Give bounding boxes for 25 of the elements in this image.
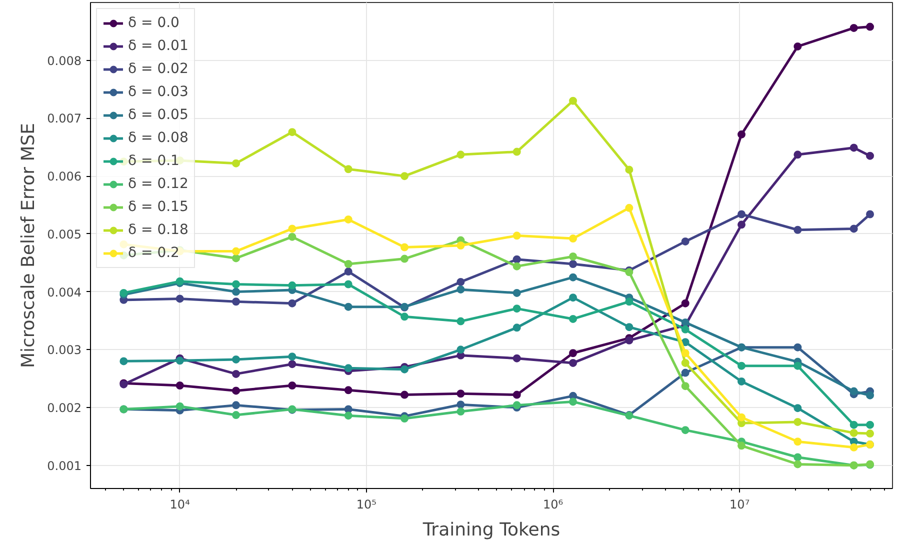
legend-label: δ = 0.02 (128, 61, 188, 77)
y-tick-label: 0.007 (47, 112, 82, 126)
legend-label: δ = 0.03 (128, 84, 188, 100)
legend-label: δ = 0.2 (128, 245, 180, 261)
legend-label: δ = 0.18 (128, 222, 188, 238)
y-tick-label: 0.008 (47, 54, 82, 68)
y-axis-title: Microscale Belief Error MSE (18, 122, 40, 368)
legend-label: δ = 0.08 (128, 130, 188, 146)
x-tick-label: 10⁷ (730, 498, 750, 512)
legend-label: δ = 0.0 (128, 15, 180, 31)
y-tick-label: 0.006 (47, 170, 82, 184)
x-tick-label: 10⁶ (542, 498, 564, 512)
y-tick-label: 0.001 (47, 458, 82, 473)
legend-label: δ = 0.15 (128, 199, 188, 215)
y-tick-label: 0.003 (47, 343, 82, 358)
y-tick-label: 0.004 (47, 285, 82, 300)
y-tick-label: 0.002 (47, 401, 82, 415)
legend-label: δ = 0.12 (128, 176, 188, 192)
legend-label: δ = 0.05 (128, 107, 188, 123)
y-tick-label: 0.005 (47, 227, 82, 242)
legend-label: δ = 0.01 (128, 38, 188, 54)
x-tick-label: 10⁴ (170, 498, 190, 512)
legend-label: δ = 0.1 (128, 153, 180, 169)
x-tick-label: 10⁵ (356, 498, 377, 512)
x-axis-title: Training Tokens (422, 520, 560, 540)
